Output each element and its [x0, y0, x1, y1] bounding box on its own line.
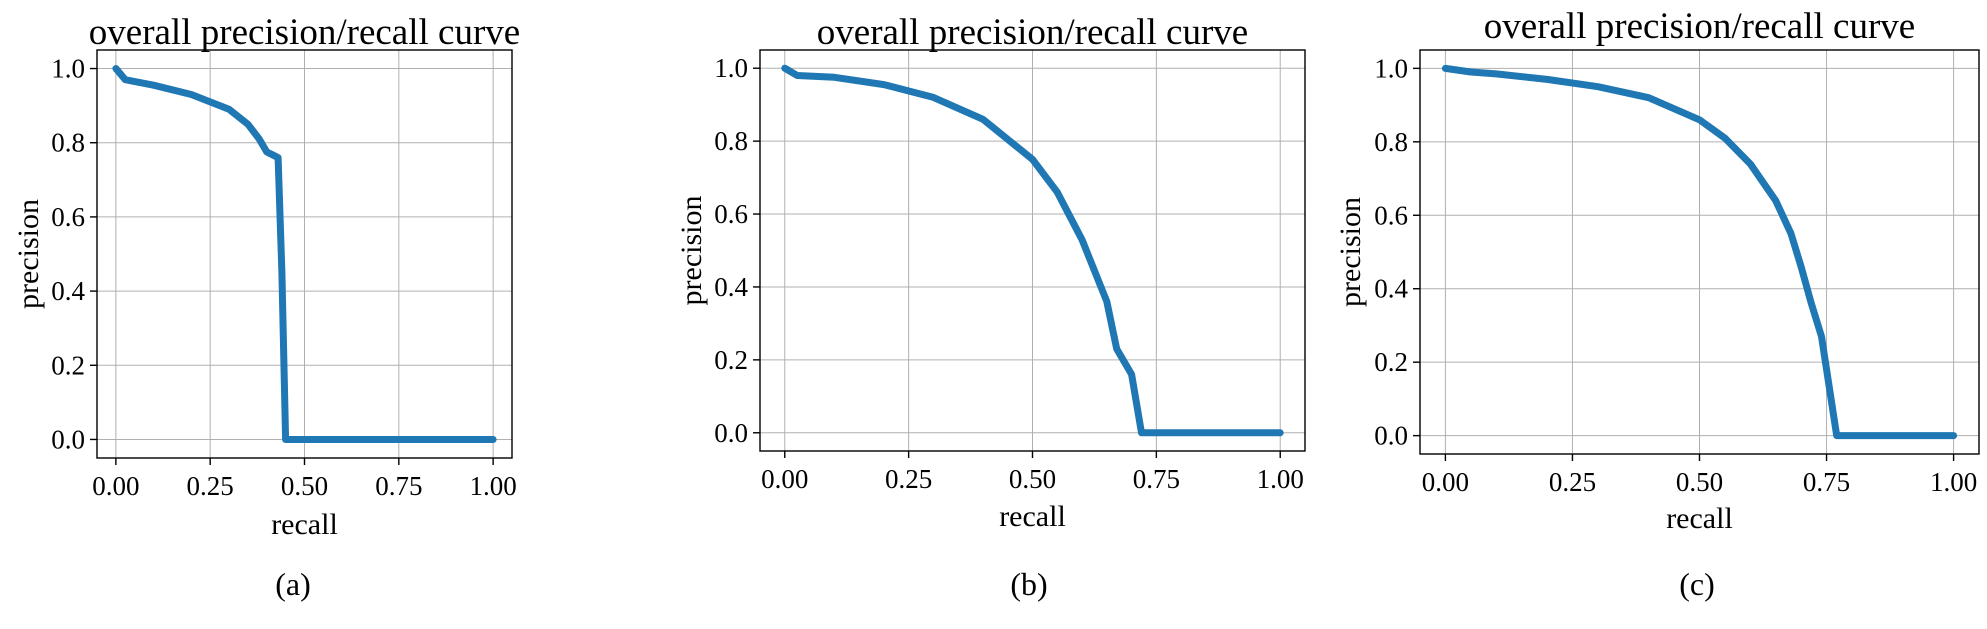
x-tick-label: 0.00	[1422, 467, 1469, 497]
y-tick-label: 1.0	[51, 54, 85, 84]
x-tick-label: 0.25	[187, 471, 234, 501]
x-tick-label: 0.25	[1549, 467, 1596, 497]
subplot-2: 0.00 0.25 0.50 0.75 1.00 0.0 0.2 0.4 0.6 0.8 1.0 ov…	[675, 12, 1306, 602]
chart-title: overall precision/recall curve	[1484, 6, 1915, 47]
plot-frame	[1419, 49, 1980, 455]
x-tick-label: 0.00	[92, 471, 139, 501]
x-tick-label: 0.75	[1803, 467, 1850, 497]
y-tick-label: 0.6	[1374, 200, 1408, 230]
x-tick-label: 0.50	[1676, 467, 1723, 497]
subplot-1: 0.00 0.25 0.50 0.75 1.00 0.0 0.2 0.4 0.6 0.8 1.0ov…	[12, 12, 520, 602]
chart-title: overall precision/recall curve	[817, 12, 1248, 53]
subplot-3: 0.00 0.25 0.50 0.75 1.00 0.0 0.2 0.4 0.6 0.8 1.0 ov…	[1334, 6, 1980, 602]
x-axis-label: recall	[1666, 502, 1733, 535]
x-tick-label: 1.00	[470, 471, 517, 501]
y-tick-label: 0.0	[51, 424, 85, 454]
x-tick-label: 0.75	[375, 471, 422, 501]
y-tick-label: 1.0	[1374, 53, 1408, 83]
y-tick-label: 0.4	[51, 276, 85, 306]
x-tick-label: 0.25	[885, 464, 932, 494]
y-tick-label: 0.2	[51, 350, 85, 380]
x-tick-label: 0.00	[761, 464, 808, 494]
plot-frame	[759, 49, 1306, 452]
x-axis-label: recall	[271, 508, 338, 541]
subfigure-caption: (a)	[275, 566, 311, 602]
y-tick-label: 0.4	[1374, 274, 1408, 304]
y-tick-label: 1.0	[714, 53, 748, 83]
x-tick-label: 1.00	[1257, 464, 1304, 494]
x-tick-label: 0.50	[1009, 464, 1056, 494]
y-tick-label: 0.8	[1374, 127, 1408, 157]
y-tick-label: 0.8	[714, 126, 748, 156]
y-tick-label: 0.2	[1374, 347, 1408, 377]
chart-title: overall precision/recall curve	[89, 12, 520, 53]
plot-frame	[96, 49, 513, 459]
subfigure-caption: (b)	[1010, 566, 1047, 602]
y-axis-label: precision	[12, 199, 45, 309]
x-axis-label: recall	[999, 500, 1066, 533]
x-tick-label: 0.50	[281, 471, 328, 501]
pr-curve-line	[112, 65, 497, 443]
subfigure-caption: (c)	[1679, 566, 1715, 602]
y-tick-label: 0.6	[714, 199, 748, 229]
x-tick-label: 1.00	[1930, 467, 1977, 497]
y-tick-label: 0.8	[51, 128, 85, 158]
y-tick-label: 0.2	[714, 345, 748, 375]
pr-curve-line	[781, 64, 1284, 437]
y-tick-label: 0.0	[714, 418, 748, 448]
y-axis-label: precision	[675, 196, 708, 306]
pr-curve-line	[1441, 64, 1958, 440]
x-tick-label: 0.75	[1133, 464, 1180, 494]
y-axis-label: precision	[1334, 197, 1367, 307]
y-tick-label: 0.0	[1374, 421, 1408, 451]
y-tick-label: 0.6	[51, 202, 85, 232]
y-tick-label: 0.4	[714, 272, 748, 302]
